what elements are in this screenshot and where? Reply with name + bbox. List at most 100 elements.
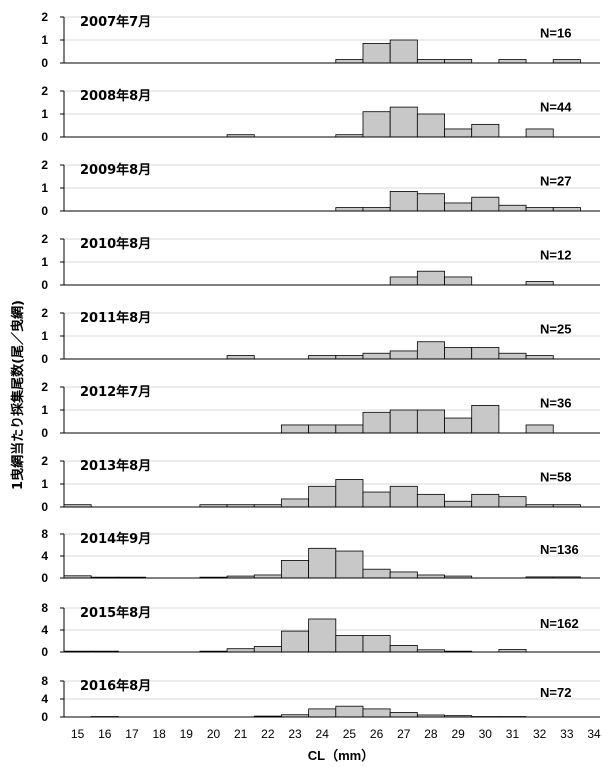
histogram-bar [444, 500, 473, 508]
histogram-bar [444, 128, 473, 138]
histogram-bar [335, 424, 364, 434]
y-tick-label: 2 [41, 232, 48, 246]
histogram-bar [362, 635, 391, 653]
x-tick-label: 28 [424, 727, 438, 741]
y-tick-label: 1 [41, 329, 48, 343]
histogram-bar [471, 493, 500, 508]
y-tick-label: 8 [41, 601, 48, 615]
n-label: N=27 [540, 174, 571, 189]
panel-label: 2008年8月 [80, 88, 151, 104]
x-axis-label: CL（mm） [308, 748, 374, 763]
panel-8: 0 4 8 2015年8月 N=162 [41, 601, 600, 659]
x-tick-label: 22 [261, 727, 275, 741]
y-tick-label: 0 [41, 352, 48, 366]
x-tick-label: 20 [207, 727, 221, 741]
n-label: N=25 [540, 322, 571, 337]
panel-1: 0 1 2 2008年8月 N=44 [41, 84, 600, 144]
panel-5: 0 1 2 2012年7月 N=36 [41, 380, 600, 440]
x-tick-label: 34 [587, 727, 601, 741]
histogram-bar [362, 111, 391, 138]
n-label: N=16 [540, 26, 571, 41]
histogram-bar [335, 478, 364, 508]
histogram-bar [226, 355, 255, 360]
histogram-bar [525, 424, 554, 434]
panel-label: 2015年8月 [80, 605, 151, 621]
histogram-bar [389, 276, 418, 286]
x-tick-label: 17 [125, 727, 139, 741]
y-tick-label: 1 [41, 33, 48, 47]
y-tick-label: 2 [41, 306, 48, 320]
histogram-bar [335, 59, 364, 64]
y-tick-label: 0 [41, 204, 48, 218]
x-tick-label: 19 [180, 727, 194, 741]
histogram-bar [362, 352, 391, 360]
histogram-bar [525, 355, 554, 360]
panel-label: 2014年9月 [80, 531, 151, 547]
n-label: N=136 [540, 542, 579, 557]
histogram-bar [308, 355, 337, 360]
histogram-bar [335, 635, 364, 653]
panel-0: 0 1 2 2007年7月 N=16 [41, 10, 600, 70]
histogram-bar [444, 276, 473, 286]
panel-label: 2016年8月 [80, 678, 151, 694]
x-tick-label: 24 [316, 727, 330, 741]
y-tick-label: 2 [41, 380, 48, 394]
panel-4: 0 1 2 2011年8月 N=25 [41, 306, 600, 366]
y-axis-label: 1曳網当たり採集尾数(尾／曳網) [10, 300, 26, 490]
histogram-bar [444, 202, 473, 212]
histogram-bar [498, 352, 527, 360]
histogram-bar [308, 708, 337, 718]
histogram-bar [335, 705, 364, 718]
histogram-bar [335, 355, 364, 360]
y-tick-label: 0 [41, 500, 48, 514]
histogram-bar [525, 207, 554, 212]
histogram-bar [498, 204, 527, 212]
x-tick-label: 21 [234, 727, 248, 741]
histogram-bar [552, 59, 581, 64]
histogram-bar [362, 43, 391, 64]
histogram-bar [281, 424, 310, 434]
histogram-bar [362, 411, 391, 434]
y-tick-label: 8 [41, 674, 48, 688]
y-tick-label: 1 [41, 107, 48, 121]
histogram-bar [308, 618, 337, 653]
panel-7: 0 4 8 2014年9月 N=136 [41, 527, 600, 585]
histogram-bar [308, 424, 337, 434]
x-tick-label: 25 [343, 727, 357, 741]
panel-label: 2013年8月 [80, 458, 151, 474]
n-label: N=12 [540, 248, 571, 263]
histogram-bar [552, 207, 581, 212]
x-tick-label: 29 [451, 727, 465, 741]
histogram-bar [362, 708, 391, 718]
n-label: N=36 [540, 396, 571, 411]
y-tick-label: 0 [41, 278, 48, 292]
x-tick-label: 33 [560, 727, 574, 741]
histogram-bar [389, 712, 418, 718]
panels-group: 0 1 2 2007年7月 N=16 0 1 2 2008年8月 N=44 0 1 2 2009年8月 N=… [41, 10, 600, 724]
histogram-bar [362, 491, 391, 508]
panel-label: 2011年8月 [80, 310, 151, 326]
histogram-bar [389, 409, 418, 434]
histogram-bar [335, 207, 364, 212]
histogram-bar [389, 571, 418, 579]
y-tick-label: 0 [41, 710, 48, 724]
histogram-bar [416, 493, 445, 508]
histogram-bar [525, 281, 554, 286]
histogram-bar [389, 39, 418, 64]
histogram-bar [281, 560, 310, 579]
y-tick-label: 0 [41, 571, 48, 585]
histogram-bar [416, 113, 445, 138]
panel-label: 2009年8月 [80, 162, 151, 178]
x-axis: 15 16 17 18 19 20 21 22 23 24 25 26 27 28 29 30 31 32 33 34 [71, 727, 601, 741]
x-tick-label: 30 [479, 727, 493, 741]
histogram-bar [281, 498, 310, 508]
y-tick-label: 2 [41, 84, 48, 98]
histogram-bar [444, 59, 473, 64]
y-tick-label: 4 [41, 692, 48, 706]
histogram-bar [471, 404, 500, 434]
x-tick-label: 27 [397, 727, 411, 741]
histogram-bar [389, 485, 418, 508]
histogram-bar [389, 645, 418, 653]
histogram-bar [444, 417, 473, 434]
